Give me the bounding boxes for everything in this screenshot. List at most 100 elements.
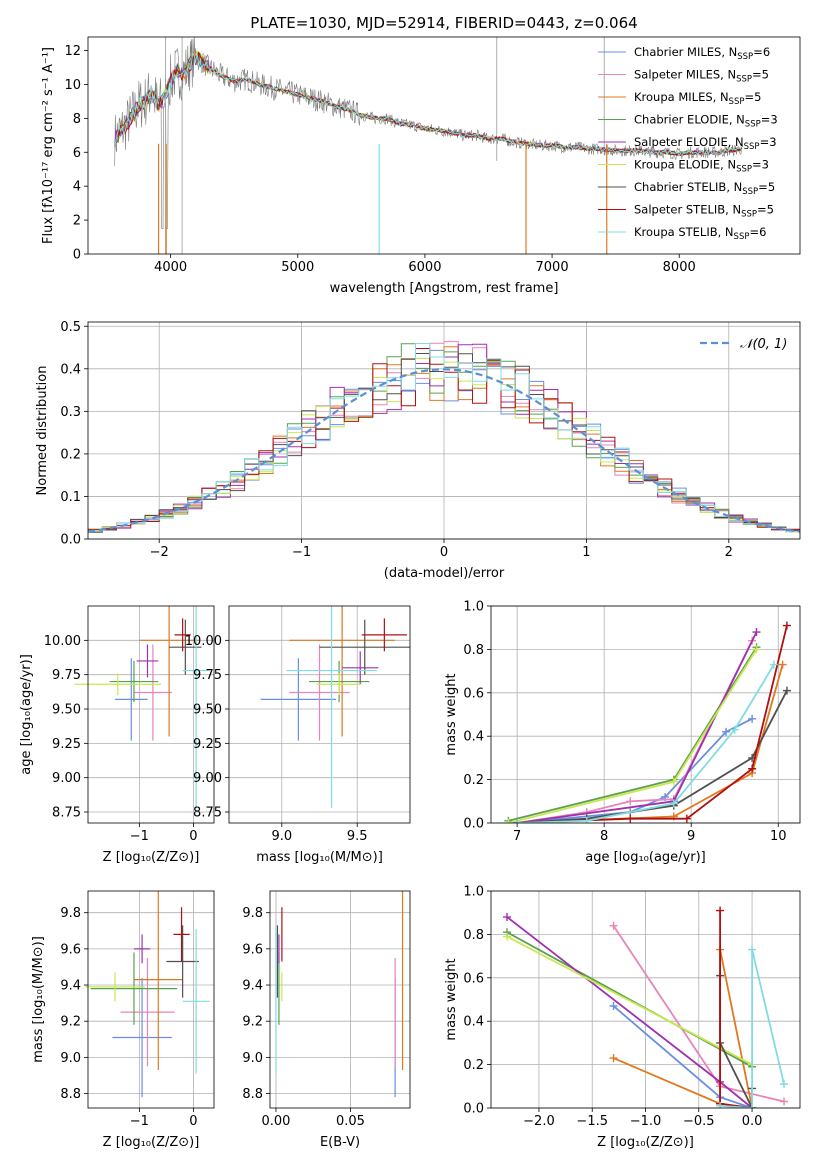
x-tick-label: 9.0 bbox=[271, 829, 292, 844]
mass-weight-marker bbox=[716, 1101, 725, 1108]
y-tick-label: 8.8 bbox=[60, 1087, 81, 1102]
legend-label: Kroupa MILES, NSSP=5 bbox=[634, 90, 761, 107]
y-tick-label: 9.4 bbox=[242, 979, 263, 994]
x-tick-label: −1 bbox=[130, 829, 149, 844]
y-tick-label: 0.2 bbox=[463, 1058, 484, 1073]
mass-weight-marker bbox=[609, 1054, 618, 1063]
y-tick-label: 1.0 bbox=[463, 600, 484, 615]
mass-weight-line bbox=[517, 664, 775, 823]
mass-weight-marker bbox=[752, 645, 761, 654]
y-tick-label: 1.0 bbox=[463, 885, 484, 900]
mass-weight-marker bbox=[513, 819, 522, 823]
y-tick-label: 12 bbox=[64, 44, 81, 59]
mass-weight-marker bbox=[780, 1080, 789, 1089]
y-tick-label: 0.2 bbox=[60, 447, 81, 462]
x-tick-label: 0 bbox=[440, 545, 448, 560]
x-axis-label: Z [log₁₀(Z/Z⊙)] bbox=[103, 850, 200, 865]
x-axis-label: Z [log₁₀(Z/Z⊙)] bbox=[597, 1135, 694, 1150]
x-tick-label: −1 bbox=[292, 545, 311, 560]
x-tick-label: −1.5 bbox=[576, 1114, 608, 1129]
mass-weight-marker bbox=[769, 660, 778, 669]
plot-area bbox=[114, 37, 744, 254]
legend-label: Salpeter ELODIE, NSSP=3 bbox=[634, 135, 777, 152]
mass-vs-ebv-panel: 0.00 0.05 8.8 9.0 9.2 9.4 9.6 9.8 E(B-V) bbox=[242, 890, 411, 1150]
axes-frame bbox=[87, 36, 801, 255]
x-axis-label: Z [log₁₀(Z/Z⊙)] bbox=[103, 1135, 200, 1150]
mass-weight-marker bbox=[504, 819, 513, 823]
y-tick-label: 9.25 bbox=[52, 737, 81, 752]
x-tick-label: 0.05 bbox=[336, 1114, 365, 1129]
y-axis-label: Normed distribution bbox=[35, 366, 50, 496]
x-tick-label: 0 bbox=[189, 829, 197, 844]
x-tick-label: −1.0 bbox=[630, 1114, 662, 1129]
y-axis-label: Flux [fλ10⁻¹⁷ erg cm⁻² s⁻¹ A⁻¹] bbox=[41, 47, 56, 244]
y-tick-label: 9.00 bbox=[193, 771, 222, 786]
y-tick-label: 9.8 bbox=[242, 906, 263, 921]
axes-frame bbox=[87, 890, 215, 1109]
y-tick-label: 10.00 bbox=[44, 634, 81, 649]
plot-area bbox=[502, 906, 789, 1108]
age-vs-metallicity-panel: −1 0 8.75 9.00 9.25 9.50 9.75 10.00 Z [log₁₀(Z/Z… bbox=[19, 605, 215, 865]
x-tick-label: 0 bbox=[189, 1114, 197, 1129]
weight-vs-metallicity-panel: −2.0 −1.5 −1.0 −0.5 0.0 0.0 0.2 0.4 0.6 0.8 1.0 Z [… bbox=[444, 885, 801, 1150]
mass-weight-marker bbox=[669, 777, 678, 786]
axes-frame bbox=[228, 605, 411, 824]
legend-label: Salpeter STELIB, NSSP=5 bbox=[634, 203, 774, 220]
y-tick-label: 2 bbox=[73, 214, 81, 229]
model-spectrum-line bbox=[114, 52, 743, 157]
mass-weight-marker bbox=[748, 764, 757, 773]
x-tick-label: 7000 bbox=[536, 260, 569, 275]
mass-weight-marker bbox=[626, 797, 635, 806]
x-axis-label: age [log₁₀(age/yr)] bbox=[585, 850, 706, 865]
mass-weight-marker bbox=[609, 1002, 618, 1011]
y-tick-label: 9.6 bbox=[242, 942, 263, 957]
legend-label: Chabrier MILES, NSSP=6 bbox=[634, 45, 770, 62]
mass-weight-marker bbox=[502, 932, 511, 941]
y-tick-label: 10 bbox=[64, 78, 81, 93]
x-tick-label: −1 bbox=[130, 1114, 149, 1129]
mass-weight-line bbox=[719, 910, 753, 1108]
mass-weight-line bbox=[720, 949, 785, 1108]
mass-vs-metallicity-panel: −1 0 8.8 9.0 9.2 9.4 9.6 9.8 Z [log₁₀(Z/Z⊙)] mass… bbox=[31, 890, 215, 1150]
spectrum-panel: 4000 5000 6000 7000 8000 0 2 4 6 8 10 12 wavelength … bbox=[41, 14, 801, 296]
x-tick-label: 8 bbox=[600, 829, 608, 844]
mass-weight-marker bbox=[780, 1097, 789, 1106]
mass-weight-marker bbox=[730, 725, 739, 734]
y-tick-label: 0.4 bbox=[463, 730, 484, 745]
mass-weight-line bbox=[516, 631, 758, 823]
legend-label: Salpeter MILES, NSSP=5 bbox=[634, 68, 769, 85]
y-tick-label: 8.75 bbox=[193, 806, 222, 821]
y-tick-label: 9.75 bbox=[52, 668, 81, 683]
y-axis-label: age [log₁₀(age/yr)] bbox=[19, 654, 34, 775]
x-tick-label: 8000 bbox=[663, 260, 696, 275]
y-tick-label: 8.8 bbox=[242, 1087, 263, 1102]
mass-weight-marker bbox=[722, 727, 731, 736]
legend-label: 𝒩(0, 1) bbox=[740, 337, 787, 352]
y-tick-label: 0.4 bbox=[60, 362, 81, 377]
mass-weight-marker bbox=[782, 621, 791, 630]
y-tick-label: 0.6 bbox=[463, 971, 484, 986]
observed-spectrum-line bbox=[114, 37, 744, 229]
mass-weight-marker bbox=[748, 945, 757, 954]
y-tick-label: 0.1 bbox=[60, 490, 81, 505]
mass-weight-marker bbox=[748, 1104, 757, 1108]
mass-weight-marker bbox=[748, 714, 757, 723]
mass-weight-marker bbox=[752, 628, 761, 637]
mass-weight-marker bbox=[778, 660, 787, 669]
weight-vs-age-panel: 7 8 9 10 0.0 0.2 0.4 0.6 0.8 1.0 age [log₁₀(age/yr… bbox=[444, 600, 801, 865]
y-tick-label: 0.0 bbox=[60, 533, 81, 548]
y-tick-label: 9.2 bbox=[60, 1015, 81, 1030]
x-tick-label: −0.5 bbox=[683, 1114, 715, 1129]
plot-area bbox=[504, 621, 791, 823]
mass-weight-marker bbox=[626, 814, 635, 823]
mass-weight-line bbox=[517, 664, 784, 823]
y-tick-label: 9.8 bbox=[60, 906, 81, 921]
mass-weight-marker bbox=[716, 906, 725, 915]
y-tick-label: 10.00 bbox=[185, 634, 222, 649]
x-tick-label: 7 bbox=[513, 829, 521, 844]
y-tick-label: 9.00 bbox=[52, 771, 81, 786]
chart-title: PLATE=1030, MJD=52914, FIBERID=0443, z=0… bbox=[250, 14, 637, 32]
residual-histogram-step bbox=[88, 343, 800, 535]
x-tick-label: 0.0 bbox=[742, 1114, 763, 1129]
x-tick-label: 2 bbox=[725, 545, 733, 560]
